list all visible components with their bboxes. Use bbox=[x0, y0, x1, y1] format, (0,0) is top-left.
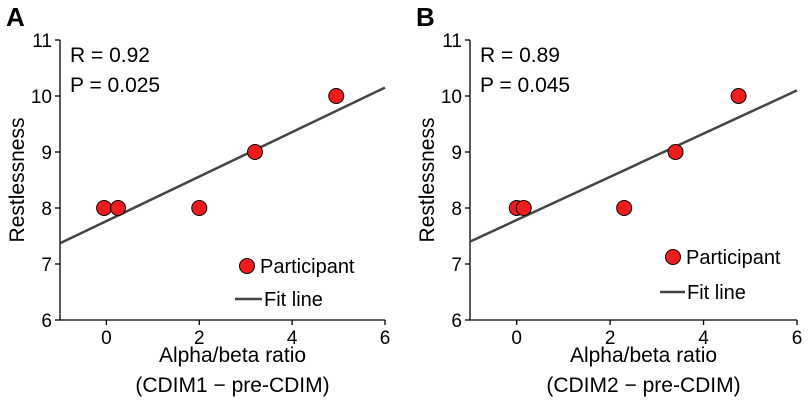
x-tick-label: 6 bbox=[792, 328, 803, 349]
x-tick-label: 2 bbox=[194, 328, 205, 349]
data-point bbox=[328, 88, 345, 104]
y-tick-label: 7 bbox=[451, 255, 462, 276]
data-point bbox=[191, 200, 208, 216]
y-tick-label: 11 bbox=[32, 31, 52, 52]
r-value: R = 0.89 bbox=[480, 44, 560, 67]
y-tick-label: 10 bbox=[441, 87, 462, 108]
legend-label-fit-line: Fit line bbox=[264, 289, 323, 311]
data-point bbox=[515, 200, 532, 216]
y-tick-label: 6 bbox=[41, 311, 52, 332]
y-tick-label: 7 bbox=[41, 255, 52, 276]
x-axis-label: Alpha/beta ratio bbox=[570, 344, 717, 367]
fit-line bbox=[59, 86, 386, 245]
x-tick-label: 2 bbox=[605, 328, 616, 349]
p-value: P = 0.025 bbox=[70, 74, 160, 97]
x-tick-label: 4 bbox=[287, 328, 298, 349]
data-point bbox=[96, 200, 113, 216]
legend-label-fit-line: Fit line bbox=[687, 282, 746, 304]
y-tick-label: 9 bbox=[41, 143, 52, 164]
panel-a: A 6 7 8 9 10 11 0 2 4 6 Alpha/beta ratio (CDIM1 − pr… bbox=[6, 2, 390, 397]
p-value: P = 0.045 bbox=[480, 74, 570, 97]
y-tick-label: 8 bbox=[41, 199, 52, 220]
x-tick-label: 6 bbox=[380, 328, 391, 349]
legend-label-participant: Participant bbox=[260, 256, 355, 278]
x-axis-label: Alpha/beta ratio bbox=[159, 344, 306, 367]
y-axis-label: Restlessness bbox=[6, 118, 29, 243]
y-tick-label: 11 bbox=[442, 31, 462, 52]
panel-b: B 6 7 8 9 10 11 0 2 4 6 Alpha/beta ratio (CDIM2 − pr… bbox=[416, 2, 802, 397]
y-tick-label: 6 bbox=[451, 311, 462, 332]
legend-label-participant: Participant bbox=[686, 247, 781, 269]
legend-marker-participant bbox=[239, 258, 255, 274]
data-point bbox=[616, 200, 633, 216]
y-axis-label: Restlessness bbox=[416, 118, 439, 243]
r-value: R = 0.92 bbox=[70, 44, 150, 67]
data-point bbox=[247, 144, 263, 160]
panel-label: B bbox=[416, 2, 435, 32]
data-point bbox=[110, 200, 127, 216]
y-tick-label: 9 bbox=[451, 143, 462, 164]
y-tick-label: 8 bbox=[451, 199, 462, 220]
data-point bbox=[730, 88, 747, 104]
fit-line bbox=[469, 89, 798, 243]
x-axis-label-sub: (CDIM1 − pre-CDIM) bbox=[135, 374, 329, 397]
panel-label: A bbox=[6, 2, 25, 32]
x-axis-label-sub: (CDIM2 − pre-CDIM) bbox=[546, 374, 740, 397]
x-tick-label: 4 bbox=[698, 328, 709, 349]
legend-marker-participant bbox=[665, 249, 681, 265]
data-point bbox=[667, 144, 684, 160]
x-tick-label: 0 bbox=[511, 328, 522, 349]
x-tick-label: 0 bbox=[101, 328, 112, 349]
y-tick-label: 10 bbox=[31, 87, 52, 108]
